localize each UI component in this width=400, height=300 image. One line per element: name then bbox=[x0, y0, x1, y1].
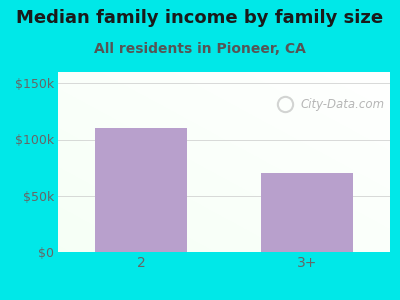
Bar bbox=[261, 173, 353, 252]
Text: Median family income by family size: Median family income by family size bbox=[16, 9, 384, 27]
Bar bbox=[95, 128, 187, 252]
Text: All residents in Pioneer, CA: All residents in Pioneer, CA bbox=[94, 42, 306, 56]
Text: City-Data.com: City-Data.com bbox=[300, 98, 384, 111]
